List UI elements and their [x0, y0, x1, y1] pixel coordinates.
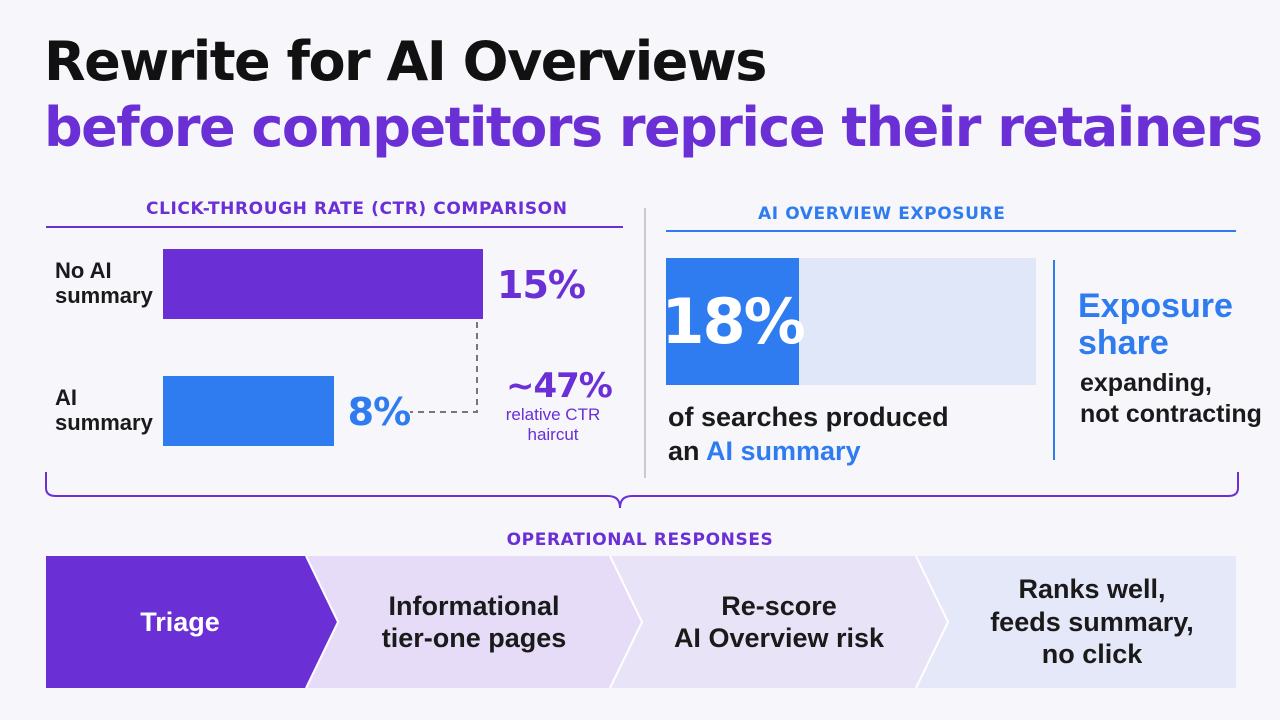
step-2-shape: [306, 556, 642, 688]
exposure-note-line2: not contracting: [1080, 400, 1262, 429]
ctr-section-heading: CLICK-THROUGH RATE (CTR) COMPARISON: [146, 199, 568, 219]
bar-label-ai: AI summary: [55, 385, 153, 436]
step-3-line1: Re-score: [721, 590, 837, 621]
responses-chevrons: [46, 556, 1236, 688]
step-2-line1: Informational: [388, 590, 560, 621]
ctr-bar-ai: [163, 376, 334, 446]
step-4-shape: [916, 556, 1236, 688]
page-title: Rewrite for AI Overviews: [44, 30, 767, 93]
exposure-share-note: expanding, not contracting: [1080, 368, 1262, 431]
haircut-caption: relative CTR haircut: [483, 405, 623, 446]
step-rescore: Re-score AI Overview risk: [642, 556, 916, 688]
haircut-caption-line2: haircut: [527, 425, 579, 445]
exposure-section-heading: AI OVERVIEW EXPOSURE: [758, 204, 1006, 224]
exposure-desc-line1: of searches produced: [668, 402, 949, 432]
exposure-share-heading: Exposure share: [1078, 287, 1233, 363]
responses-heading: OPERATIONAL RESPONSES: [506, 530, 774, 550]
step-1-shape: [46, 556, 338, 688]
ctr-value-no-ai: 15%: [497, 263, 586, 307]
step-3-shape: [610, 556, 948, 688]
step-4-line1: Ranks well,: [1018, 574, 1166, 605]
section-divider: [644, 208, 646, 478]
step-ranks-well: Ranks well, feeds summary, no click: [948, 556, 1236, 688]
bar-label-ai-line1: AI: [55, 385, 77, 410]
ctr-bar-no-ai: [163, 249, 483, 319]
haircut-value: ~47%: [506, 366, 613, 406]
exposure-desc-highlight: AI summary: [706, 435, 861, 466]
bar-label-ai-line2: summary: [55, 410, 153, 436]
ctr-heading-rule: [46, 226, 623, 228]
bar-label-no-ai: No AI summary: [55, 258, 153, 309]
exposure-bar-fill: 18%: [661, 258, 806, 385]
exposure-share-line2: share: [1078, 324, 1169, 363]
step-3-line2: AI Overview risk: [673, 623, 885, 653]
exposure-note-line1: expanding,: [1080, 369, 1212, 397]
exposure-share-line1: Exposure: [1078, 287, 1233, 325]
exposure-desc-prefix: an: [668, 435, 707, 466]
exposure-value: 18%: [661, 285, 805, 358]
ctr-value-ai: 8%: [347, 390, 412, 434]
step-2-line2: tier-one pages: [381, 623, 567, 653]
step-triage: Triage: [46, 556, 314, 688]
exposure-description: of searches produced an AI summary: [668, 401, 949, 469]
step-4-line3: no click: [1041, 639, 1143, 670]
exposure-heading-rule: [666, 230, 1236, 232]
exposure-desc-line2: an AI summary: [668, 435, 949, 469]
page-subtitle: before competitors reprice their retaine…: [44, 96, 1263, 159]
haircut-caption-line1: relative CTR: [505, 405, 601, 424]
step-4-line2: feeds summary,: [990, 606, 1194, 637]
bar-label-no-ai-line1: No AI: [55, 258, 112, 283]
bar-label-no-ai-line2: summary: [55, 283, 153, 309]
step-1-line1: Triage: [140, 606, 220, 637]
exposure-side-divider: [1053, 260, 1055, 460]
responses-flow: Triage Informational tier-one pages Re-s…: [46, 556, 1236, 688]
step-informational: Informational tier-one pages: [338, 556, 610, 688]
